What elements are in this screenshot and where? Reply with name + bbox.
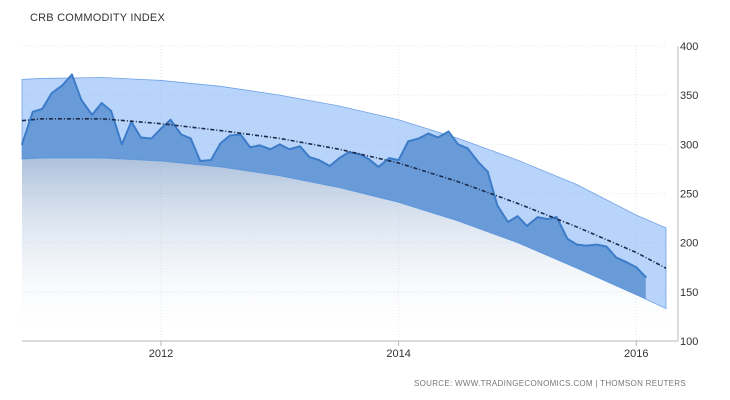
index-point (585, 244, 588, 247)
index-point (397, 159, 400, 161)
x-tick-label: 2012 (149, 348, 173, 360)
index-point (516, 215, 519, 218)
index-point (278, 143, 281, 146)
index-point (328, 165, 331, 167)
y-tick-label: 200 (680, 238, 698, 250)
index-point (436, 136, 439, 139)
index-line (21, 73, 647, 278)
index-point (596, 243, 598, 246)
index-point (258, 144, 261, 147)
index-point (229, 134, 231, 137)
index-point (180, 133, 183, 136)
index-point (347, 151, 350, 154)
index-point (288, 148, 291, 151)
index-point (239, 133, 242, 136)
index-point (625, 261, 628, 264)
index-point (199, 160, 202, 162)
index-point (427, 132, 430, 135)
index-point (605, 245, 608, 248)
x-tick-label: 2014 (386, 348, 410, 360)
index-point (447, 130, 450, 133)
index-point (417, 137, 420, 140)
index-point (299, 145, 301, 148)
index-point (110, 110, 113, 112)
index-point (120, 143, 123, 146)
index-point (555, 216, 558, 219)
index-point (139, 136, 142, 139)
index-point (388, 157, 391, 160)
index-point (566, 237, 569, 240)
index-point (80, 99, 83, 101)
index-point (160, 127, 162, 130)
index-point (21, 143, 23, 146)
index-point (466, 147, 469, 150)
index-point (457, 143, 459, 146)
index-point (575, 243, 578, 246)
index-point (150, 137, 153, 140)
chart-title: CRB COMMODITY INDEX (30, 12, 165, 24)
index-point (477, 161, 480, 163)
index-point (71, 73, 73, 76)
index-point (210, 159, 212, 161)
background-fade-area (22, 158, 666, 341)
trend-line (21, 117, 667, 269)
index-point (546, 218, 549, 220)
index-point (249, 146, 252, 149)
index-point (269, 148, 272, 151)
y-tick-label: 300 (680, 139, 698, 151)
index-point (318, 159, 320, 161)
y-tick-label: 350 (680, 90, 698, 102)
y-tick-label: 100 (680, 336, 698, 348)
index-point (338, 157, 341, 160)
index-point (41, 108, 44, 110)
index-point (308, 156, 311, 159)
index-point (635, 266, 638, 269)
index-point (615, 256, 617, 259)
index-point (644, 276, 647, 278)
y-tick-label: 250 (680, 189, 698, 201)
index-point (407, 140, 410, 143)
index-point (219, 142, 222, 145)
chart-source: SOURCE: WWW.TRADINGECONOMICS.COM | THOMS… (413, 379, 686, 388)
index-point (91, 113, 94, 116)
index-point (189, 137, 192, 140)
y-tick-label: 150 (680, 287, 698, 299)
y-tick-label: 400 (680, 41, 698, 53)
index-point (100, 102, 103, 104)
index-point (61, 84, 64, 87)
x-tick-label: 2016 (624, 348, 648, 360)
index-point (526, 225, 528, 227)
index-point (31, 110, 34, 113)
index-point (496, 204, 499, 207)
index-point (486, 170, 489, 173)
index-point (507, 221, 509, 223)
index-point (50, 92, 53, 95)
index-point (377, 166, 380, 168)
index-point (169, 118, 172, 121)
index-point (536, 216, 539, 219)
index-point (368, 158, 370, 160)
